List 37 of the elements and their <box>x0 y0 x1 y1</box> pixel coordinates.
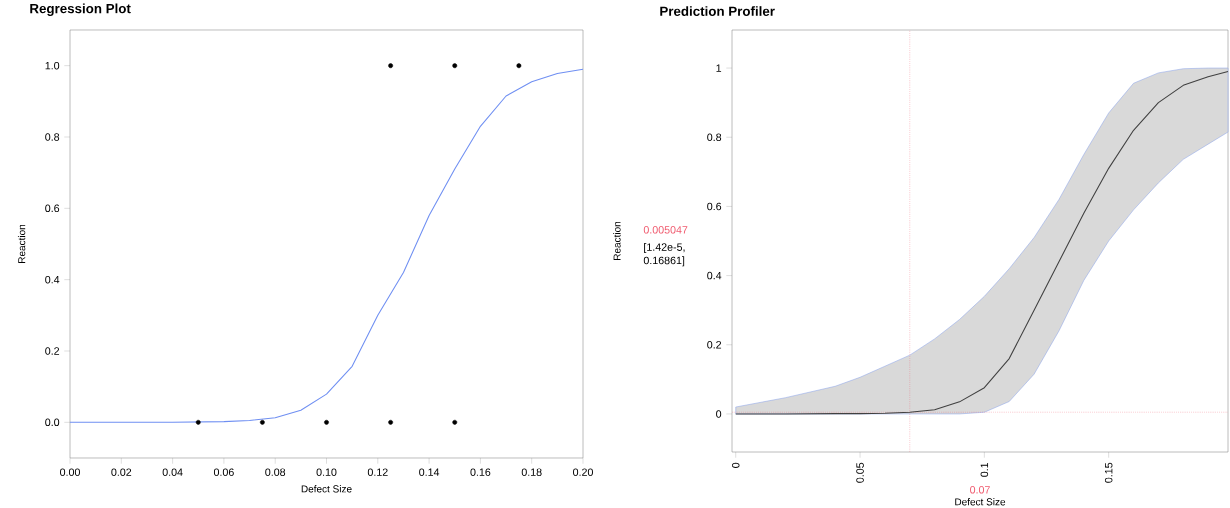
x-tick-label: 0.00 <box>60 468 80 476</box>
y-tick-label: 0.2 <box>45 347 60 355</box>
x-axis-title: Defect Size <box>301 485 352 493</box>
x-tick-label: 0.20 <box>573 468 593 476</box>
text: [1.42e-5, 0.16861] <box>643 243 685 267</box>
x-tick-label: 0.02 <box>111 468 132 476</box>
y-tick-label: 1.0 <box>45 61 60 70</box>
y-tick-label: 0.6 <box>45 204 60 213</box>
x-tick-label: 0.14 <box>419 468 440 476</box>
y-tick-label: 0.4 <box>707 271 722 280</box>
y-tick-label: 0.2 <box>707 341 722 349</box>
y-tick-label: 0.4 <box>45 275 60 284</box>
x-axis-title: Defect Size <box>955 498 1006 506</box>
y-tick-label: 0.0 <box>45 418 60 427</box>
line-series <box>69 68 584 423</box>
ref-line-label: 0.07 <box>970 486 990 494</box>
x-tick-label: 0.04 <box>162 468 183 476</box>
y-tick-label: 0.8 <box>45 133 60 141</box>
y-tick-label: 0.8 <box>707 133 722 142</box>
x-tick-label: 0 <box>731 462 740 468</box>
chart-title: Prediction Profiler <box>660 6 775 16</box>
chart-title: Regression Plot <box>30 3 131 16</box>
x-tick-label: 0.1 <box>980 462 989 477</box>
x-tick-label: 0.15 <box>1104 462 1113 483</box>
y-axis-title: Reaction <box>17 224 26 263</box>
x-tick-label: 0.06 <box>213 468 234 476</box>
y-tick-label: 1 <box>716 64 722 72</box>
ref-line-label: 0.005047 <box>643 226 688 234</box>
x-tick-label: 0.05 <box>856 462 864 483</box>
x-tick-label: 0.10 <box>316 468 337 476</box>
y-tick-label: 0 <box>716 410 722 418</box>
y-axis-title: Reaction <box>613 221 621 260</box>
x-tick-label: 0.16 <box>470 468 491 476</box>
x-tick-label: 0.12 <box>367 468 388 476</box>
x-tick-label: 0.18 <box>521 468 542 476</box>
y-tick-label: 0.6 <box>707 202 722 211</box>
x-tick-label: 0.08 <box>265 468 286 476</box>
